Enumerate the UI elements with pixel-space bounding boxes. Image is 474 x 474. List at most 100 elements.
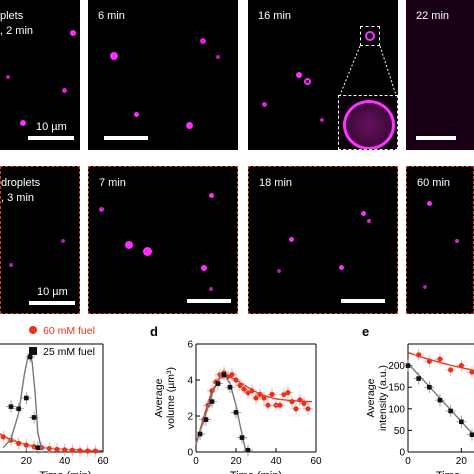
data-point (459, 419, 464, 425)
data-point (469, 369, 474, 375)
y-axis-label-line: Average (365, 378, 377, 417)
data-point (221, 372, 227, 377)
data-point (416, 376, 421, 381)
panel-caption-line: 60 min (417, 177, 451, 189)
panel-caption-line: , 3 min (1, 192, 35, 204)
data-point (437, 356, 443, 362)
panel-caption-line: , 2 min (0, 25, 34, 37)
x-tick-label: 40 (59, 456, 71, 467)
y-tick-label: 0 (399, 448, 405, 459)
droplet (367, 219, 371, 223)
legend-marker (29, 326, 37, 334)
fit-curve (195, 375, 312, 445)
x-tick-label: 0 (193, 456, 199, 467)
droplet (125, 241, 133, 249)
fit-curve (2, 352, 43, 450)
data-point (24, 395, 29, 401)
data-point (241, 386, 247, 392)
x-tick-label: 20 (456, 456, 468, 467)
scale-bar (104, 136, 148, 140)
panel-caption-line: 7 min (99, 177, 126, 189)
y-tick-label: 2 (187, 412, 193, 423)
scale-bar (341, 299, 385, 303)
panel-caption: plets , 2 min (0, 9, 33, 39)
data-point (245, 447, 251, 453)
micrograph-22min: 22 min (406, 0, 474, 150)
panel-caption: 60 min (417, 176, 450, 191)
y-axis-label-line: intensity (a.u.) (377, 365, 389, 431)
droplet (209, 193, 214, 198)
data-point (426, 358, 432, 364)
scale-bar (416, 136, 456, 140)
legend-label: 60 mM fuel (43, 325, 95, 337)
panel-caption: 6 min (98, 9, 125, 24)
data-point (31, 415, 37, 420)
y-tick-label: 150 (388, 383, 405, 394)
panel-caption-line: droplets (1, 177, 41, 189)
droplet (304, 78, 311, 85)
chart-d: 0 20 40 60 0 2 4 6 Time (min) Averagevolume (µm³)… (150, 324, 322, 474)
droplet (216, 55, 220, 59)
y-tick-label: 0 (187, 448, 193, 459)
y-tick-label: 100 (388, 404, 405, 415)
scale-bar (29, 301, 75, 305)
data-point (77, 448, 83, 454)
panel-caption: droplets , 3 min (1, 176, 40, 206)
y-tick-label: 50 (394, 426, 406, 437)
scale-bar (28, 136, 74, 140)
data-point (229, 372, 235, 378)
data-point (92, 448, 98, 454)
micrograph-7min: 7 min (88, 166, 238, 314)
data-point (239, 435, 245, 440)
droplet (70, 30, 76, 36)
data-point (27, 354, 33, 360)
panel-caption: 22 min (416, 9, 449, 24)
scale-bar-label: 10 µm (37, 286, 68, 298)
data-point (8, 404, 14, 409)
droplet (339, 265, 344, 270)
data-point (257, 391, 263, 397)
droplet (277, 269, 281, 273)
fit-curve (407, 351, 474, 371)
x-tick-label: 20 (21, 456, 33, 467)
data-point (427, 384, 432, 390)
y-axis-label: Averagevolume (µm³) (153, 367, 177, 429)
zoom-source-box (360, 26, 380, 46)
data-point (458, 363, 464, 369)
droplet (296, 72, 302, 78)
y-axis-label: Averageintensity (a.u.) (365, 365, 389, 431)
panel-caption-line: plets (0, 10, 24, 22)
data-point (23, 442, 29, 448)
droplet (365, 31, 375, 41)
legend-marker (29, 347, 37, 355)
droplet (423, 285, 427, 289)
panel-caption: 16 min (258, 9, 291, 24)
data-point (203, 417, 209, 422)
y-tick-label: 200 (388, 361, 405, 372)
scale-bar (187, 299, 231, 303)
droplet (99, 207, 104, 212)
x-axis-label: Time (min) (230, 470, 282, 474)
panel-caption-line: 6 min (98, 10, 125, 22)
data-point (285, 390, 291, 396)
data-point (46, 445, 52, 452)
x-tick-label: 0 (405, 456, 411, 467)
data-point (289, 399, 295, 405)
data-point (301, 400, 307, 406)
droplet (62, 88, 67, 93)
panel-caption: 7 min (99, 176, 126, 191)
droplet (6, 75, 10, 79)
chart-e: 020050100150200TimeAverageintensity (a.u… (362, 324, 474, 474)
panel-caption-line: 16 min (258, 10, 292, 22)
droplet (134, 112, 139, 117)
data-point (416, 352, 422, 358)
droplet (427, 201, 432, 206)
y-tick-label: 6 (187, 340, 193, 351)
y-axis-label-line: Average (153, 378, 165, 417)
micrograph-18min: 18 min (248, 166, 398, 314)
droplet (320, 118, 324, 122)
panel-caption-line: 22 min (416, 10, 450, 22)
data-point (233, 377, 239, 383)
droplet (289, 237, 294, 242)
